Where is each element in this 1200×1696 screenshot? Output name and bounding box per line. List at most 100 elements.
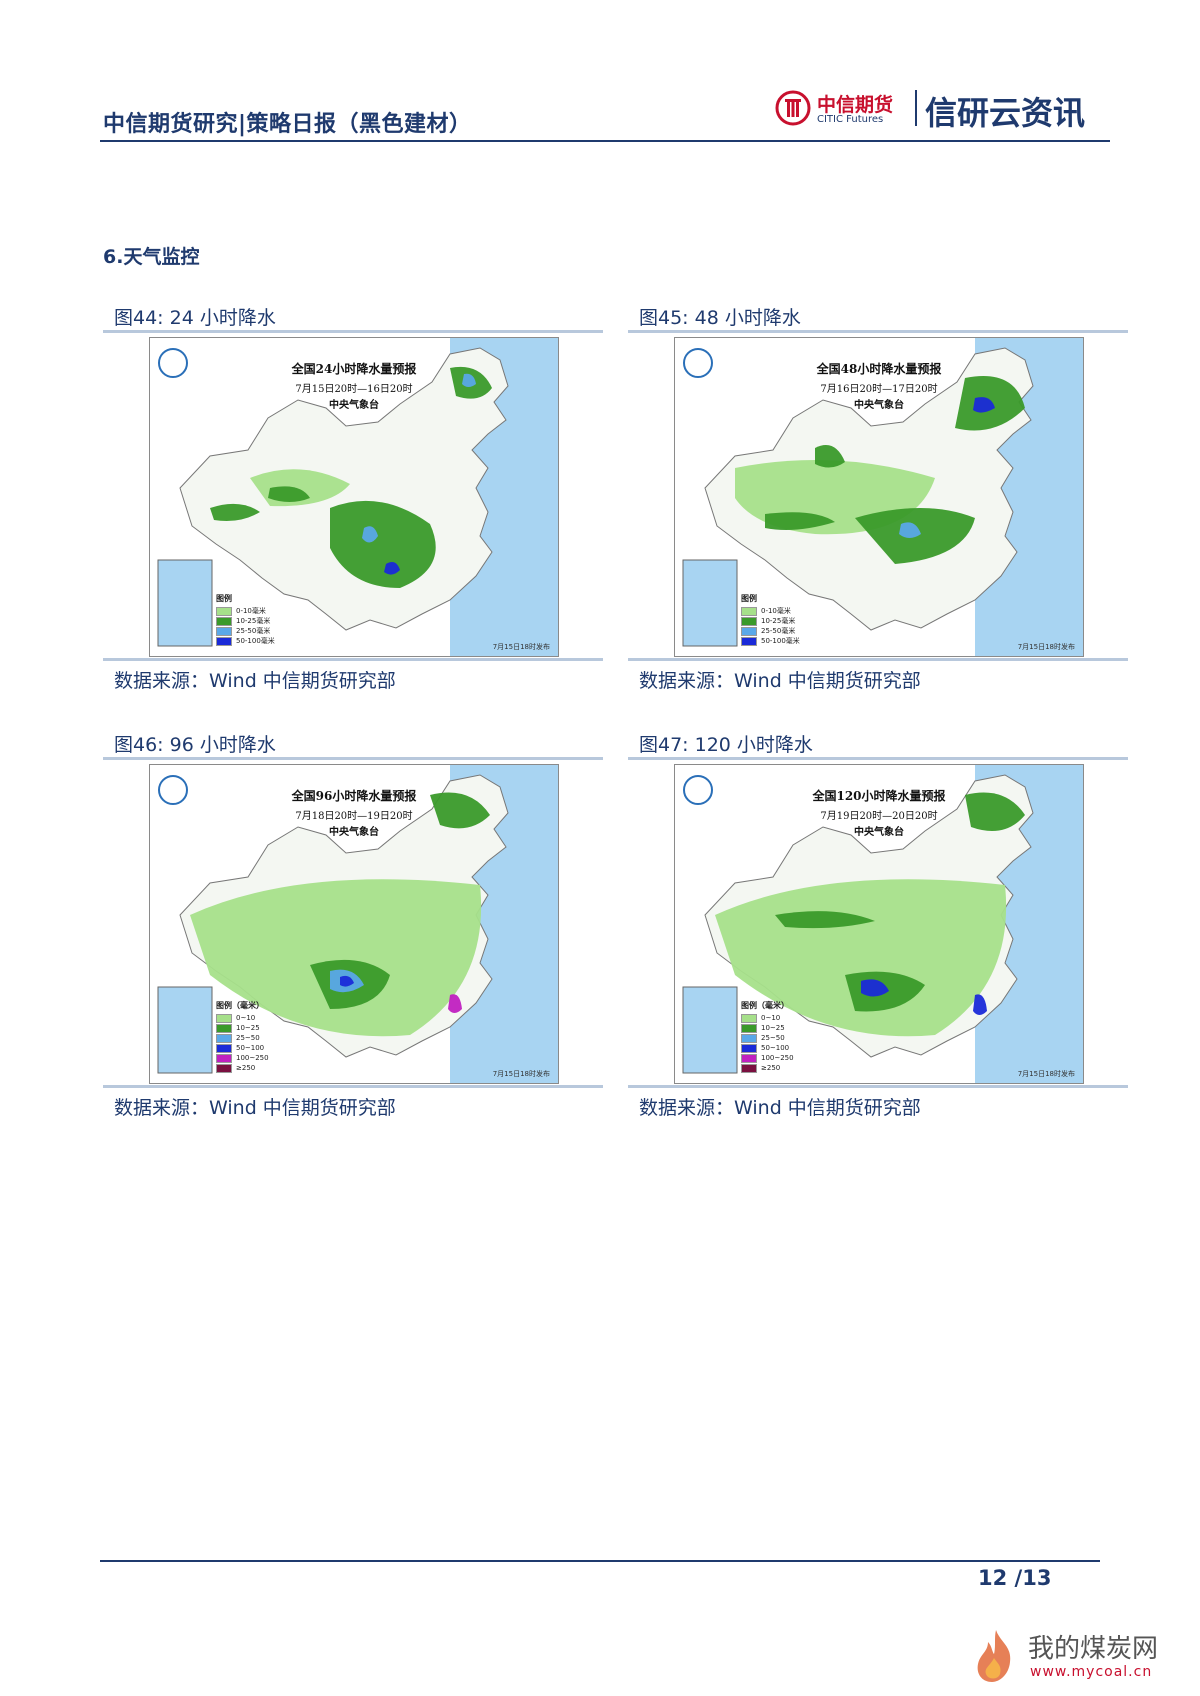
figure-title: 图47: 120 小时降水 [639,734,813,756]
legend-label: 25-50毫米 [761,627,796,635]
map-release-time: 7月15日18时发布 [492,643,550,651]
figure-source: 数据来源：Wind 中信期货研究部 [639,670,921,692]
precipitation-map: 全国48小时降水量预报 7月16日20时—17日20时 中央气象台 7月15日18时发… [674,337,1084,657]
rainfall-area-6 [462,373,476,387]
figure-source: 数据来源：Wind 中信期货研究部 [114,670,396,692]
figure-top-rule [628,757,1128,760]
legend-swatch [741,1023,757,1033]
legend-entry: 10~25 [216,1023,269,1033]
rainfall-area-1 [268,486,310,502]
legend-label: ≥250 [761,1064,781,1072]
citic-emblem-icon [775,90,811,126]
map-title: 全国120小时降水量预报 [812,789,946,803]
legend-entry: ≥250 [741,1063,794,1073]
legend-label: 10-25毫米 [236,617,271,625]
logo-divider [915,90,917,126]
legend-entry: 50~100 [741,1043,794,1053]
map-legend-title: 图例（毫米） [216,1001,264,1010]
watermark-text: 我的煤炭网 [1028,1634,1159,1664]
legend-swatch [216,626,232,636]
legend-swatch [741,616,757,626]
rainfall-area-3 [899,522,921,538]
map-legend: 图例（毫米） 0~10 10~25 25~50 50~100 100~250 ≥250 [741,1000,794,1073]
legend-entry: 10~25 [741,1023,794,1033]
legend-swatch [741,1033,757,1043]
legend-entry: 100~250 [216,1053,269,1063]
logo-chinese-name: 中信期货 [817,94,894,116]
rainfall-area-0 [190,879,482,1037]
figure-title: 图45: 48 小时降水 [639,307,801,329]
legend-entry: 25-50毫米 [741,626,800,636]
legend-label: 50~100 [236,1044,265,1052]
map-release-time: 7月15日18时发布 [1017,643,1075,651]
map-issuer: 中央气象台 [854,827,904,838]
legend-swatch [216,616,232,626]
figure-47: 图47: 120 小时降水 全国120小时降水量预报 7月19日20时—20日20… [628,730,1128,1130]
figure-45: 图45: 48 小时降水 全国48小时降水量预报 7月16日20时—17日20时中… [628,303,1128,703]
legend-swatch [216,1013,232,1023]
figure-46: 图46: 96 小时降水 全国96小时降水量预报 7月18日20时—19日20时中… [103,730,603,1130]
figure-top-rule [103,330,603,333]
map-legend: 图例 0-10毫米 10-25毫米 25-50毫米 50-100毫米 [741,593,800,646]
flame-icon [977,1630,1011,1682]
rainfall-area-4 [973,994,987,1015]
figure-top-rule [103,757,603,760]
precipitation-map-graphic [682,765,1083,1083]
legend-label: 100~250 [236,1054,269,1062]
legend-entry: 0~10 [741,1013,794,1023]
rainfall-area-3 [861,979,889,997]
map-legend-title: 图例 [741,594,757,603]
legend-label: 0-10毫米 [761,607,791,615]
legend-swatch [741,1053,757,1063]
legend-swatch [741,626,757,636]
footer-divider [100,1560,1100,1562]
page-number: 12 /13 [978,1566,1052,1590]
figure-bottom-rule [103,1085,603,1088]
header-divider [100,140,1110,142]
legend-swatch [216,1043,232,1053]
legend-entry: 0-10毫米 [741,606,800,616]
map-release-time: 7月15日18时发布 [1017,1070,1075,1078]
figure-source: 数据来源：Wind 中信期货研究部 [114,1097,396,1119]
legend-label: 0~10 [761,1014,781,1022]
map-title: 全国96小时降水量预报 [291,789,417,803]
map-issuer: 中央气象台 [329,827,379,838]
legend-label: 25-50毫米 [236,627,271,635]
legend-entry: 100~250 [741,1053,794,1063]
legend-entry: 0-10毫米 [216,606,275,616]
legend-swatch [741,636,757,646]
legend-label: 0-10毫米 [236,607,266,615]
legend-label: 0~10 [236,1014,256,1022]
legend-entry: ≥250 [216,1063,269,1073]
figure-source: 数据来源：Wind 中信期货研究部 [639,1097,921,1119]
map-legend-title: 图例 [216,594,232,603]
figure-44: 图44: 24 小时降水 全国24小时降水量预报 7月15日20时—16日20时中… [103,303,603,703]
legend-entry: 10-25毫米 [216,616,275,626]
rainfall-area-3 [340,975,354,987]
legend-entry: 50~100 [216,1043,269,1053]
legend-label: 100~250 [761,1054,794,1062]
rainfall-area-5 [973,397,995,413]
mycoal-watermark: 我的煤炭网 www.mycoal.cn [960,1628,1190,1688]
figure-bottom-rule [628,1085,1128,1088]
map-title: 全国48小时降水量预报 [816,362,942,376]
map-date-range: 7月18日20时—19日20时 [295,811,413,822]
rainfall-area-6 [765,512,835,530]
precipitation-map: 全国120小时降水量预报 7月19日20时—20日20时 中央气象台 7月15日18时… [674,764,1084,1084]
rainfall-area-3 [362,526,378,543]
south-china-sea-inset [157,986,213,1074]
legend-swatch [216,1063,232,1073]
map-release-time: 7月15日18时发布 [492,1070,550,1078]
map-issuer: 中央气象台 [854,400,904,411]
legend-swatch [741,1063,757,1073]
rainfall-area-1 [775,911,875,929]
map-date-range: 7月15日20时—16日20时 [295,384,413,395]
legend-swatch [216,1023,232,1033]
south-china-sea-inset [682,986,738,1074]
figure-bottom-rule [628,658,1128,661]
rainfall-area-1 [815,445,845,468]
legend-label: 10~25 [236,1024,260,1032]
legend-swatch [216,636,232,646]
south-china-sea-inset [682,559,738,647]
watermark-url: www.mycoal.cn [1030,1664,1153,1680]
